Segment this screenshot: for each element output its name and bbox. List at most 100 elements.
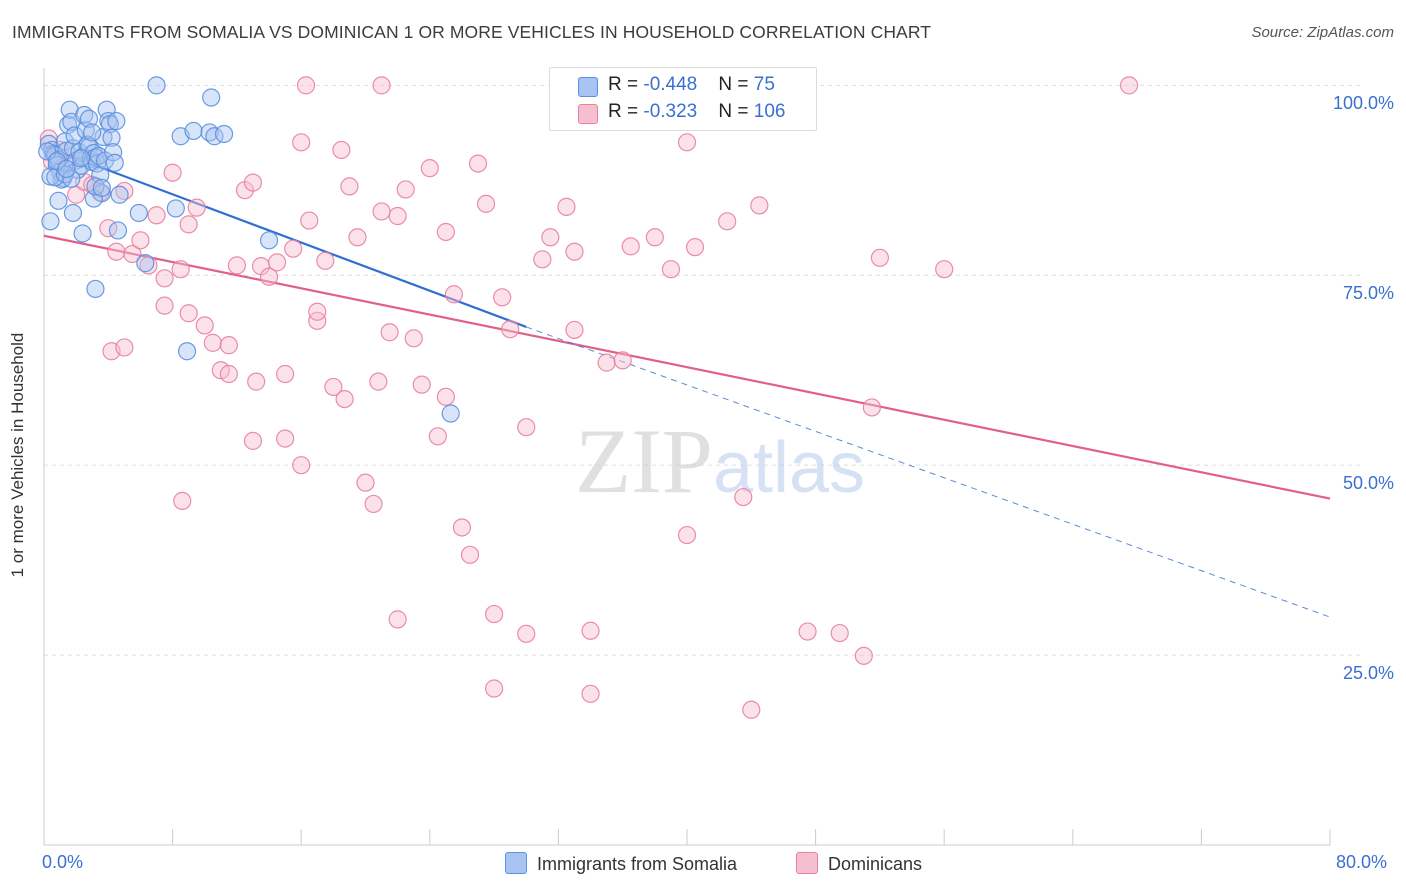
somalia-point-41 (49, 191, 68, 210)
dominican-point-86 (173, 491, 192, 510)
dominican-point-95 (677, 525, 697, 545)
dominican-point-14 (147, 206, 166, 225)
dominican-point-36 (324, 377, 343, 397)
dominican-point-91 (335, 389, 354, 409)
dominican-point-28 (259, 267, 279, 286)
r-label: R = (608, 101, 644, 122)
dominican-point-39 (348, 228, 367, 247)
n-value-dominican: 106 (753, 101, 786, 122)
somalia-swatch (578, 77, 598, 97)
dominican-point-87 (243, 431, 263, 450)
somalia-point-48 (108, 221, 128, 240)
dominican-point-52 (452, 518, 472, 537)
dominican-point-64 (581, 621, 600, 640)
dominican-point-68 (661, 260, 681, 279)
r-label: R = (608, 74, 644, 95)
dominican-point-101 (369, 372, 388, 391)
dominican-point-29 (267, 253, 287, 272)
dominican-point-56 (485, 604, 504, 624)
dominican-point-16 (163, 163, 182, 182)
x-tick-label-right: 80.0% (1336, 852, 1388, 872)
dominican-point-46 (404, 329, 423, 348)
dominican-point-21 (203, 333, 222, 352)
x-tick-label-left: 0.0% (42, 852, 84, 872)
dominican-point-31 (284, 239, 303, 258)
dominican-point-20 (195, 316, 214, 335)
legend-item-somalia: Immigrants from Somalia (505, 852, 737, 875)
dominican-point-43 (380, 323, 399, 342)
dominican-point-69 (677, 133, 697, 152)
legend-item-dominican: Dominicans (796, 852, 922, 875)
dominican-point-102 (436, 387, 455, 406)
data-points (38, 76, 1139, 719)
somalia-point-54 (184, 121, 203, 141)
somalia-point-68 (38, 142, 57, 161)
r-value-somalia: -0.448 (643, 74, 698, 95)
somalia-point-47 (92, 178, 111, 198)
source-label: Source: ZipAtlas.com (1251, 24, 1394, 41)
dominican-point-75 (830, 623, 849, 643)
dominican-point-85 (115, 338, 134, 357)
y-tick-label-0: 25.0% (1342, 663, 1394, 684)
dominican-point-97 (155, 296, 174, 315)
dominican-point-72 (734, 487, 753, 507)
somalia-point-38 (107, 111, 126, 131)
axes (43, 68, 1331, 846)
dominican-point-34 (308, 311, 327, 330)
somalia-point-71 (71, 149, 91, 168)
somalia-point-50 (136, 254, 155, 273)
y-tick-label-1: 50.0% (1342, 473, 1394, 494)
somalia-point-61 (86, 279, 105, 299)
dominican-point-76 (854, 646, 873, 665)
dominican-point-74 (798, 622, 817, 641)
legend-label-somalia: Immigrants from Somalia (537, 854, 738, 874)
dominican-point-50 (436, 222, 455, 242)
somalia-point-51 (147, 76, 166, 95)
somalia-point-14 (65, 126, 84, 145)
dominican-point-54 (468, 154, 488, 173)
trend-line-dominican (43, 234, 1331, 500)
dominican-point-15 (155, 269, 174, 288)
somalia-point-59 (259, 231, 279, 250)
chart-title: IMMIGRANTS FROM SOMALIA VS DOMINICAN 1 O… (12, 22, 932, 42)
dominican-point-30 (276, 364, 295, 384)
dominican-point-41 (364, 494, 383, 514)
dominican-point-60 (533, 250, 552, 269)
y-tick-label-3: 100.0% (1332, 93, 1394, 114)
dominican-point-66 (621, 237, 640, 256)
dominican-point-11 (123, 244, 142, 264)
dominican-point-93 (485, 679, 504, 698)
dominican-point-59 (517, 624, 536, 643)
dominican-point-92 (388, 610, 407, 629)
somalia-point-58 (202, 88, 221, 107)
watermark: ZIPatlas (575, 410, 865, 512)
somalia-point-39 (110, 185, 129, 204)
somalia-point-52 (166, 199, 185, 218)
dominican-point-98 (179, 304, 198, 323)
dominican-point-44 (388, 206, 407, 226)
somalia-point-69 (47, 152, 66, 171)
somalia-point-70 (57, 159, 76, 179)
somalia-point-43 (63, 203, 83, 223)
dominican-point-67 (645, 228, 664, 247)
somalia-legend-swatch (505, 852, 527, 874)
dominican-point-80 (1119, 76, 1139, 95)
dominican-point-37 (332, 140, 351, 160)
dominican-point-90 (308, 302, 327, 321)
dominican-point-81 (372, 76, 391, 95)
dominican-point-99 (219, 364, 238, 384)
somalia-point-37 (102, 128, 121, 147)
dominican-point-53 (460, 545, 480, 564)
y-axis-label: 1 or more Vehicles in Household (8, 332, 27, 578)
dominican-point-33 (300, 211, 319, 230)
dominican-point-77 (862, 398, 881, 417)
dominican-point-40 (356, 473, 375, 492)
dominican-point-26 (243, 173, 263, 192)
somalia-point-57 (214, 124, 234, 144)
somalia-point-74 (105, 153, 124, 172)
somalia-point-63 (41, 167, 60, 186)
dominican-swatch (578, 104, 598, 124)
somalia-point-67 (79, 109, 99, 128)
dominican-point-65 (597, 353, 616, 372)
dominican-point-35 (316, 251, 335, 270)
